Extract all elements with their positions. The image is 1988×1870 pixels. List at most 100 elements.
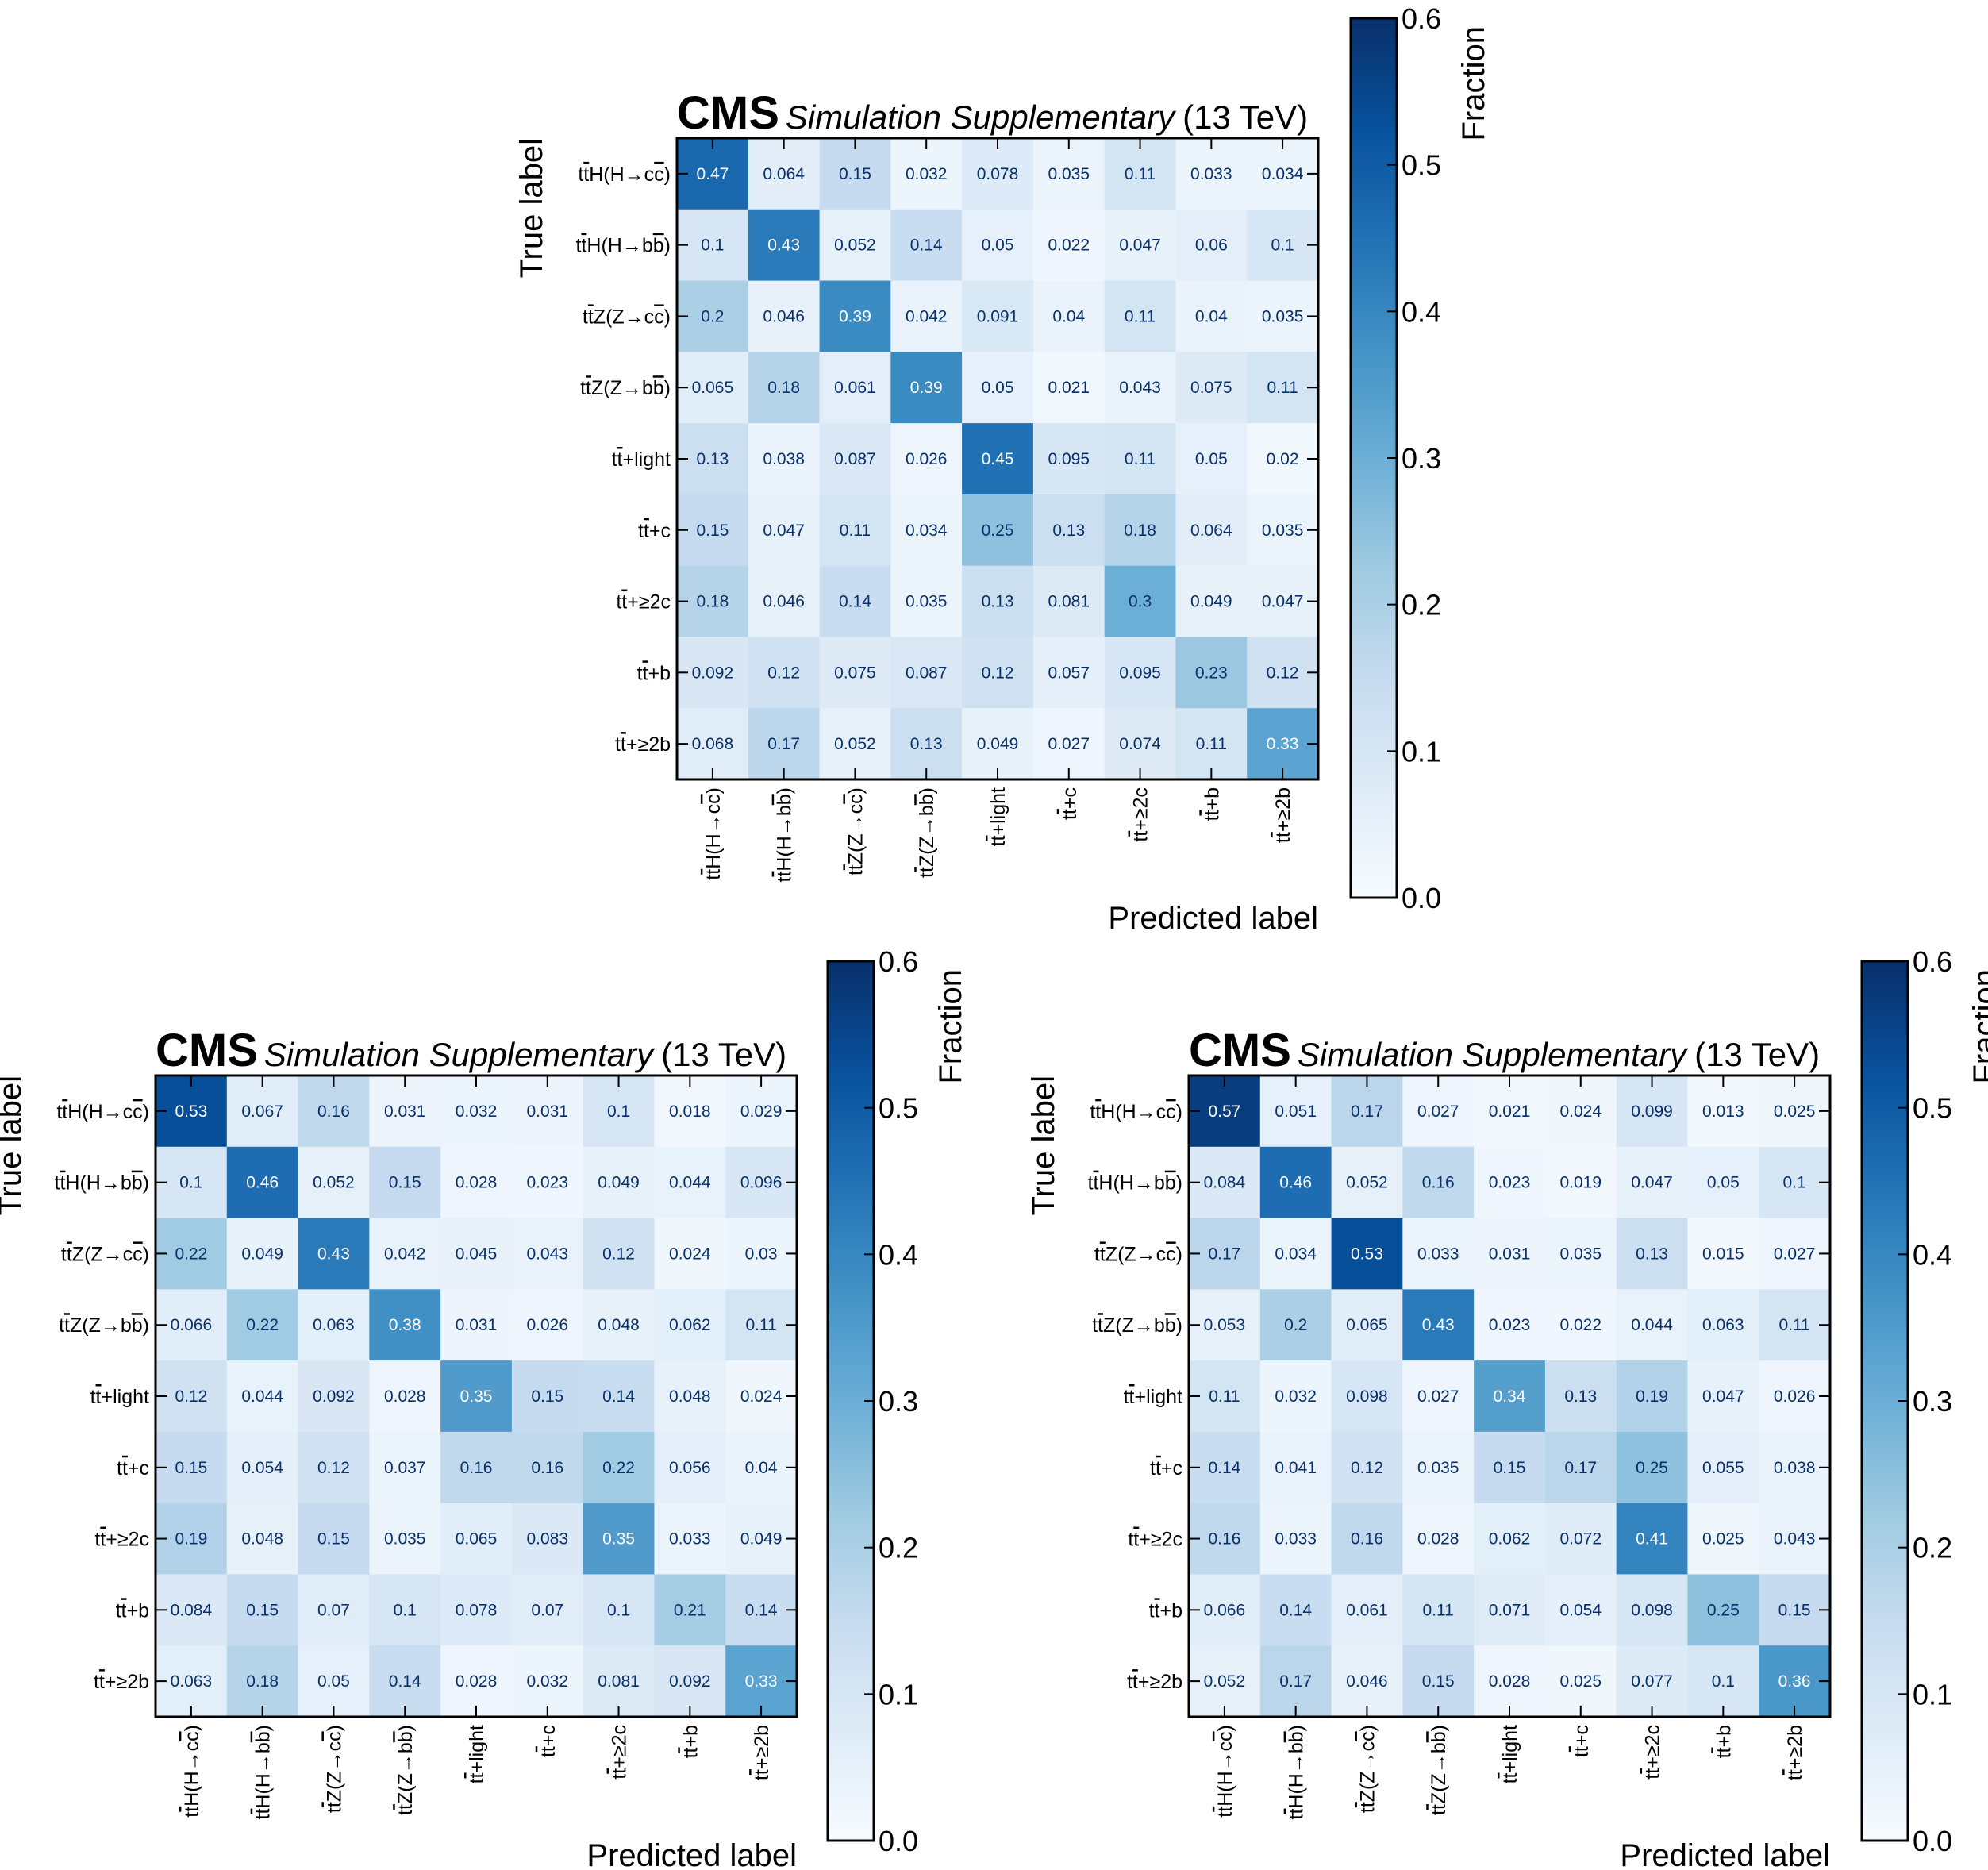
label-glyph: →	[101, 1314, 121, 1337]
heatmap-cell	[890, 423, 963, 495]
heatmap-cell	[1687, 1146, 1759, 1219]
label-glyph: →	[103, 1101, 123, 1123]
label-glyph: c	[1156, 1243, 1167, 1265]
cell-value-label: 0.055	[1702, 1459, 1744, 1477]
label-glyph: t	[1784, 1775, 1806, 1780]
y-tick-label: tt+light	[612, 448, 671, 471]
heatmap-cell	[1616, 1289, 1688, 1361]
heatmap-cell	[819, 708, 891, 780]
label-glyph: c	[844, 804, 867, 814]
label-glyph: 2	[127, 1671, 138, 1693]
label-glyph: t	[1127, 1671, 1132, 1693]
cell-value-label: 0.096	[740, 1174, 783, 1192]
label-glyph: →	[702, 814, 725, 833]
label-glyph: Z	[844, 852, 867, 864]
cell-value-label: 0.047	[763, 521, 805, 540]
cell-value-label: 0.11	[1196, 735, 1227, 753]
heatmap-cell	[1259, 1645, 1332, 1718]
cell-value-label: 0.1	[607, 1601, 630, 1619]
label-glyph: c	[133, 1101, 143, 1123]
label-glyph: +	[679, 1736, 702, 1748]
label-glyph: t	[1095, 1101, 1101, 1123]
y-tick-label: tt+light	[1124, 1386, 1182, 1408]
label-glyph: t	[916, 867, 938, 872]
cell-value-label: 0.14	[1279, 1601, 1312, 1619]
cell-value-label: 0.047	[1631, 1174, 1673, 1192]
heatmap-cell	[1544, 1360, 1617, 1433]
label-glyph: Z	[394, 1773, 417, 1785]
cell-value-label: 0.033	[1275, 1530, 1317, 1549]
cell-value-label: 0.099	[1631, 1102, 1673, 1121]
heatmap-cell	[748, 280, 821, 352]
cell-value-label: 0.2	[1284, 1316, 1307, 1334]
heatmap-cell	[654, 1075, 726, 1148]
label-glyph: t	[144, 1386, 149, 1408]
label-glyph: )	[143, 1172, 149, 1195]
heatmap-cell	[1175, 708, 1248, 780]
x-tick-label: tt+≥2b	[1272, 787, 1294, 843]
label-glyph: t	[638, 520, 644, 542]
y-tick-label: ttZ(Z→cc)	[1094, 1243, 1182, 1265]
cell-value-label: 0.062	[1489, 1530, 1531, 1549]
colorbar-label: Fraction	[933, 969, 968, 1084]
y-tick-label: ttH(H→bb)	[55, 1172, 150, 1195]
label-glyph: (	[601, 235, 608, 257]
heatmap-cell	[1259, 1503, 1332, 1575]
cell-value-label: 0.1	[394, 1601, 417, 1619]
cell-value-label: 0.03	[745, 1245, 778, 1263]
x-tick-label: ttH(H→cc)	[1214, 1725, 1236, 1818]
cell-value-label: 0.035	[1417, 1459, 1459, 1477]
label-glyph: b	[916, 794, 938, 805]
x-tick-label: tt+c	[1059, 787, 1081, 820]
label-glyph: 2	[1160, 1671, 1171, 1693]
heatmap-cell	[725, 1503, 798, 1575]
cell-value-label: 0.39	[910, 379, 943, 397]
colorbar-tick-label: 0.1	[1402, 735, 1441, 768]
heatmap-cell	[1616, 1431, 1688, 1504]
label-glyph: (	[252, 1787, 275, 1795]
cell-value-label: 0.22	[246, 1316, 279, 1334]
cell-value-label: 0.15	[175, 1459, 207, 1477]
cell-value-label: 0.11	[1125, 307, 1156, 325]
label-glyph: b	[1165, 1172, 1176, 1195]
label-glyph: t	[612, 448, 617, 471]
cell-value-label: 0.11	[1267, 379, 1298, 397]
cell-value-label: 0.049	[977, 735, 1019, 753]
label-glyph: H	[702, 833, 725, 848]
label-glyph: t	[90, 1386, 96, 1408]
label-glyph: +	[1201, 798, 1223, 810]
heatmap-cell	[1616, 1146, 1688, 1219]
x-tick-label: ttZ(Z→cc)	[323, 1725, 345, 1813]
x-tick-label: ttH(H→bb)	[774, 787, 796, 883]
x-tick-label: tt+≥2c	[1130, 787, 1152, 842]
heatmap-cell	[1474, 1645, 1546, 1718]
cell-value-label: 0.052	[834, 237, 876, 255]
heatmap-cell	[1189, 1503, 1261, 1575]
label-glyph: t	[61, 1243, 67, 1265]
status-label: Simulation Supplementary	[1298, 1036, 1689, 1073]
label-glyph: c	[844, 794, 867, 804]
cell-value-label: 0.035	[1048, 165, 1090, 183]
heatmap-cell	[1247, 280, 1319, 352]
label-glyph: H	[181, 1771, 203, 1785]
label-glyph: ≥	[1784, 1747, 1806, 1758]
heatmap-cell	[156, 1503, 228, 1575]
heatmap-cell	[1259, 1218, 1332, 1290]
label-glyph: c	[702, 804, 725, 814]
heatmap-cell	[511, 1360, 584, 1433]
label-glyph: t	[252, 1814, 275, 1820]
x-tick-label: tt+b	[1713, 1725, 1735, 1758]
label-glyph: )	[143, 1243, 149, 1265]
heatmap-cell	[1402, 1146, 1475, 1219]
label-glyph: +	[1135, 1386, 1147, 1408]
heatmap-cell	[298, 1075, 370, 1148]
heatmap-cell	[298, 1503, 370, 1575]
label-glyph: t	[616, 591, 621, 614]
cell-value-label: 0.052	[313, 1174, 355, 1192]
colorbar-tick-label: 0.2	[879, 1532, 918, 1564]
heatmap-cell	[156, 1360, 228, 1433]
label-glyph: (	[603, 377, 610, 399]
label-glyph: H	[1214, 1792, 1236, 1807]
heatmap-cell	[1331, 1146, 1403, 1219]
cell-value-label: 0.05	[1707, 1174, 1740, 1192]
